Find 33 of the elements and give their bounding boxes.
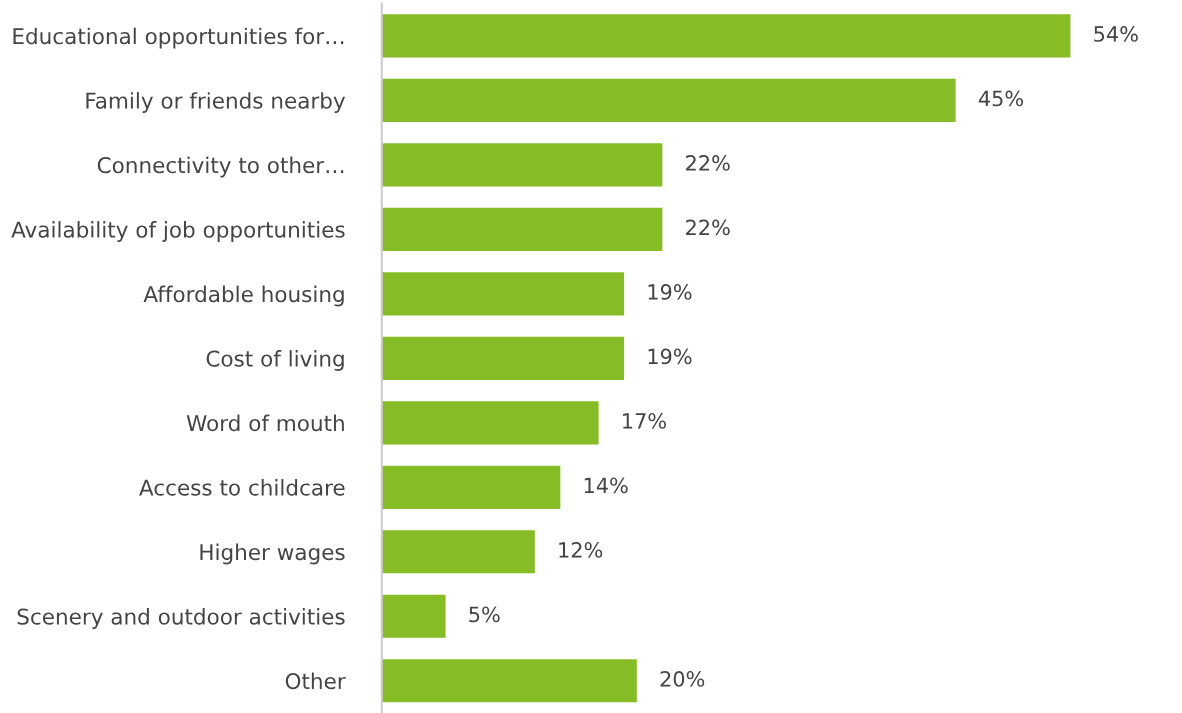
y-tick-label: Family or friends nearby	[86, 92, 346, 113]
y-tick-label: Word of mouth	[186, 414, 344, 432]
bar	[381, 78, 956, 122]
data-label: 19%	[648, 284, 692, 300]
data-label: 14%	[584, 477, 628, 494]
y-tick-label: Higher wages	[200, 543, 345, 565]
y-tick-label: Connectivity to other…	[97, 156, 344, 178]
bar	[381, 594, 446, 638]
data-label: 22%	[686, 219, 730, 236]
data-label: 20%	[660, 671, 705, 687]
data-label: 17%	[623, 413, 666, 429]
data-label: 19%	[648, 348, 692, 365]
bar	[381, 14, 1071, 58]
y-tick-label: Affordable housing	[143, 285, 344, 307]
y-tick-label: Access to childcare	[139, 479, 345, 496]
bar	[381, 401, 599, 445]
bar	[381, 465, 561, 509]
data-label: 22%	[686, 155, 730, 171]
data-label: 45%	[978, 90, 1024, 107]
data-label: 5%	[469, 606, 500, 623]
y-tick-label: Cost of living	[206, 350, 344, 371]
bar	[381, 272, 625, 316]
bar	[381, 143, 663, 187]
bar	[381, 530, 535, 574]
y-tick-label: Educational opportunities for…	[13, 27, 344, 49]
bar	[381, 336, 625, 380]
y-tick-label: Scenery and outdoor activities	[17, 608, 345, 629]
y-tick-label: Other	[285, 672, 346, 690]
bar	[381, 207, 663, 251]
y-tick-label: Availability of job opportunities	[11, 221, 345, 242]
data-label: 12%	[559, 542, 603, 558]
bar	[381, 659, 637, 703]
data-label: 54%	[1094, 26, 1138, 42]
